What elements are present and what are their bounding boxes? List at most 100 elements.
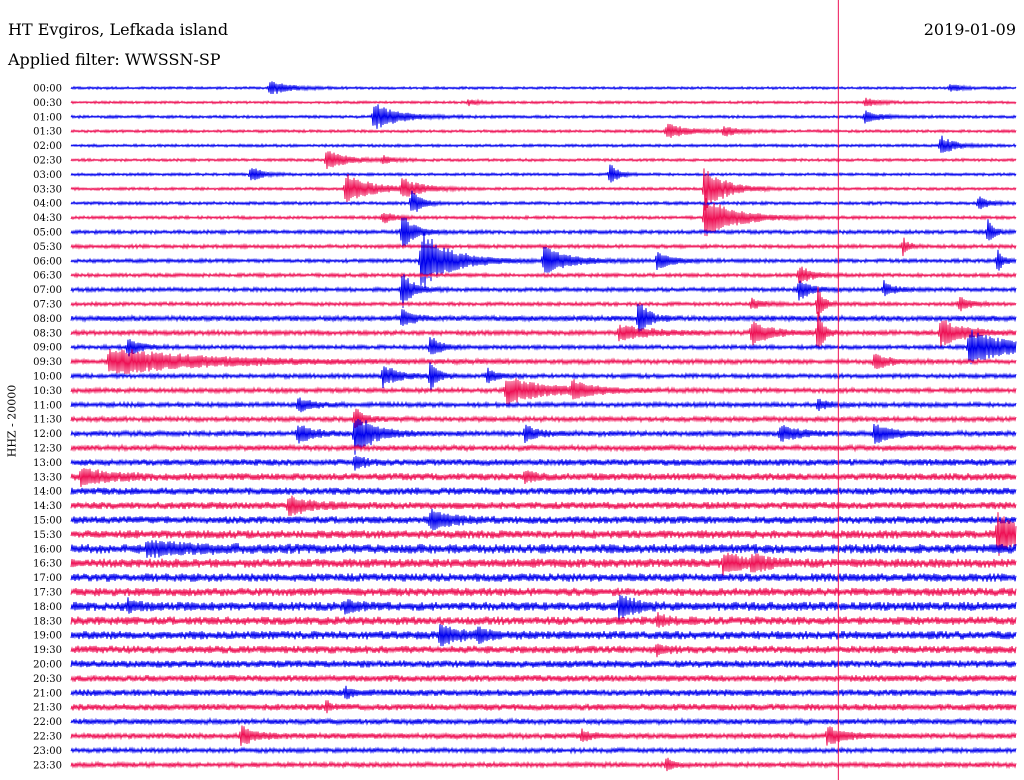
- trace-2230: [70, 725, 1017, 746]
- trace-0500: [70, 217, 1017, 248]
- time-label: 07:30: [33, 300, 62, 311]
- time-label: 11:00: [33, 400, 62, 411]
- trace-2300: [70, 746, 1017, 755]
- date-label: 2019-01-09: [923, 20, 1016, 39]
- trace-1830: [70, 612, 1017, 628]
- time-label: 12:00: [33, 429, 62, 440]
- trace-0630: [70, 266, 1017, 284]
- filter-label: Applied filter: WWSSN-SP: [8, 50, 221, 69]
- time-label: 13:30: [33, 472, 62, 483]
- time-label: 01:30: [33, 127, 62, 138]
- time-label: 07:00: [33, 285, 62, 296]
- time-label: 10:00: [33, 372, 62, 383]
- trace-1700: [70, 573, 1017, 582]
- trace-1530: [70, 512, 1017, 556]
- time-label: 00:00: [33, 84, 62, 95]
- time-label: 15:00: [33, 516, 62, 527]
- trace-1400: [70, 486, 1017, 496]
- time-label: 11:30: [33, 415, 62, 426]
- time-label: 14:30: [33, 501, 62, 512]
- trace-2330: [70, 757, 1017, 772]
- trace-1330: [70, 468, 1017, 488]
- trace-1030: [70, 378, 1017, 406]
- time-label: 02:00: [33, 141, 62, 152]
- time-label: 14:00: [33, 487, 62, 498]
- trace-2000: [70, 659, 1017, 669]
- time-label: 01:00: [33, 112, 62, 123]
- trace-2130: [70, 700, 1017, 714]
- time-label: 19:00: [33, 631, 62, 642]
- trace-1800: [70, 595, 1017, 621]
- time-label: 21:00: [33, 688, 62, 699]
- trace-1000: [70, 362, 1017, 391]
- trace-1300: [70, 455, 1017, 471]
- time-label: 16:30: [33, 559, 62, 570]
- time-label: 04:00: [33, 199, 62, 210]
- trace-0100: [70, 104, 1017, 129]
- trace-2030: [70, 673, 1017, 683]
- trace-0430: [70, 198, 1017, 237]
- time-label: 21:30: [33, 703, 62, 714]
- trace-0230: [70, 151, 1017, 170]
- station-title: HT Evgiros, Lefkada island: [8, 20, 229, 39]
- trace-0400: [70, 190, 1017, 212]
- trace-1730: [70, 587, 1017, 597]
- trace-1900: [70, 624, 1017, 647]
- time-label: 00:30: [33, 98, 62, 109]
- time-label: 06:00: [33, 256, 62, 267]
- time-label: 17:30: [33, 588, 62, 599]
- trace-0530: [70, 237, 1017, 257]
- time-label: 20:30: [33, 674, 62, 685]
- time-label: 13:00: [33, 458, 62, 469]
- trace-0300: [70, 164, 1017, 183]
- time-label: 08:00: [33, 314, 62, 325]
- time-label: 04:30: [33, 213, 62, 224]
- trace-1430: [70, 495, 1017, 516]
- time-label: 12:30: [33, 444, 62, 455]
- time-label: 22:00: [33, 717, 62, 728]
- trace-1500: [70, 508, 1017, 531]
- time-label: 16:00: [33, 544, 62, 555]
- trace-1930: [70, 643, 1017, 658]
- trace-0730: [70, 286, 1017, 320]
- trace-0700: [70, 274, 1017, 308]
- trace-1200: [70, 418, 1017, 455]
- trace-0600: [70, 232, 1017, 288]
- time-label: 05:30: [33, 242, 62, 253]
- time-label: 23:30: [33, 760, 62, 771]
- time-label: 03:00: [33, 170, 62, 181]
- time-label: 08:30: [33, 328, 62, 339]
- trace-2200: [70, 716, 1017, 727]
- time-label: 03:30: [33, 184, 62, 195]
- time-label: 22:30: [33, 732, 62, 743]
- time-label: 10:30: [33, 386, 62, 397]
- trace-0330: [70, 168, 1017, 211]
- time-label: 05:00: [33, 228, 62, 239]
- time-label: 19:30: [33, 645, 62, 656]
- trace-0930: [70, 348, 1017, 374]
- trace-1630: [70, 552, 1017, 576]
- time-label: 23:00: [33, 746, 62, 757]
- trace-0800: [70, 303, 1017, 336]
- time-label: 18:30: [33, 616, 62, 627]
- time-label: 09:00: [33, 343, 62, 354]
- time-label: 02:30: [33, 156, 62, 167]
- trace-1130: [70, 408, 1017, 429]
- trace-1230: [70, 443, 1017, 453]
- trace-0000: [70, 81, 1017, 95]
- time-label: 20:00: [33, 660, 62, 671]
- trace-1600: [70, 540, 1017, 558]
- trace-0830: [70, 311, 1017, 349]
- time-label: 18:00: [33, 602, 62, 613]
- trace-2100: [70, 685, 1017, 700]
- time-label: 15:30: [33, 530, 62, 541]
- time-label: 17:00: [33, 573, 62, 584]
- trace-0030: [70, 97, 1017, 107]
- trace-0200: [70, 135, 1017, 153]
- time-label: 06:30: [33, 271, 62, 282]
- trace-0130: [70, 123, 1017, 138]
- time-label: 09:30: [33, 357, 62, 368]
- trace-0900: [70, 329, 1017, 365]
- trace-1100: [70, 397, 1017, 413]
